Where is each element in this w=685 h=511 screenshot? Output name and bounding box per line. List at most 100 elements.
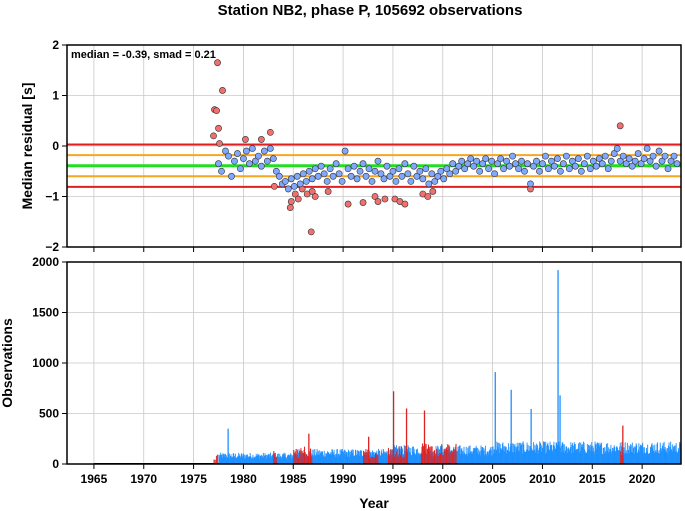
observation-bar [471, 451, 473, 464]
observation-bar [606, 450, 608, 464]
observation-bar [486, 455, 487, 464]
observation-bar [228, 453, 230, 464]
observation-bar [243, 454, 245, 464]
observation-bar [347, 449, 349, 464]
residual-point [225, 152, 232, 160]
observation-peak [622, 425, 624, 464]
observation-bar [570, 442, 572, 464]
observation-bar [470, 453, 472, 464]
observation-bar [340, 454, 342, 464]
observation-bar [325, 453, 327, 464]
observation-bar [245, 454, 247, 464]
observation-bar [547, 442, 549, 464]
observation-bar [640, 444, 641, 464]
observation-bar-outlier [426, 449, 428, 464]
observation-bar [673, 449, 675, 464]
observation-bar [520, 445, 521, 464]
observation-bar [628, 449, 629, 464]
residual-point [347, 172, 355, 180]
observation-bar [575, 449, 577, 464]
observation-bar [253, 458, 254, 464]
observation-bar [651, 443, 653, 464]
observation-bar [574, 444, 576, 464]
residual-point [428, 170, 436, 178]
observation-bar [650, 448, 652, 464]
observation-bar [298, 449, 300, 464]
observation-bar [528, 450, 530, 464]
observation-peak [530, 408, 532, 464]
y-tick-label: 2 [52, 38, 59, 52]
observation-bar [278, 457, 280, 464]
residual-point [494, 160, 501, 168]
observation-bar [615, 450, 617, 464]
observation-bar [237, 455, 239, 464]
outlier-point [210, 132, 217, 140]
observation-bar [286, 457, 288, 464]
observation-bar [610, 444, 612, 464]
outlier-point [270, 182, 278, 190]
observation-bar [419, 453, 421, 464]
outlier-point [257, 136, 265, 143]
observation-bar [236, 457, 237, 464]
observation-bar [242, 457, 243, 464]
observation-bar [526, 449, 527, 464]
observation-bar [576, 449, 578, 464]
observation-bar [653, 453, 655, 464]
observation-bar [670, 441, 672, 464]
observation-bar [545, 452, 547, 464]
observation-peak [392, 391, 395, 464]
observation-bar [239, 454, 241, 464]
observation-bar [254, 457, 256, 464]
residual-point [470, 162, 478, 170]
residual-y-axis-label: Median residual [s] [19, 83, 35, 210]
observation-bar [416, 449, 418, 464]
observation-bar [410, 447, 412, 464]
observation-bar [618, 450, 620, 464]
residual-point [527, 180, 534, 188]
observation-bar [500, 448, 502, 464]
observation-bar [344, 454, 346, 464]
residual-point [341, 147, 349, 155]
residual-point [524, 160, 531, 168]
observation-bar [349, 451, 351, 464]
observation-bar [611, 451, 613, 464]
observation-bar [507, 450, 509, 464]
residual-point [413, 172, 421, 180]
observation-bar-outlier [439, 453, 441, 464]
observation-bar [529, 445, 531, 464]
observation-bar [478, 452, 480, 464]
observation-bar [348, 457, 350, 464]
observation-bar [233, 453, 235, 464]
observation-bar [266, 454, 268, 464]
observation-bar [581, 444, 583, 464]
observation-bar [564, 450, 566, 464]
observation-bar [338, 454, 340, 464]
residual-point [419, 175, 427, 183]
observation-bar [597, 443, 599, 464]
observation-bar [675, 445, 677, 464]
observation-bar [669, 446, 671, 464]
observation-bar [261, 454, 263, 464]
residual-point [452, 167, 460, 175]
observation-bar [488, 451, 490, 464]
observation-bar-outlier [395, 453, 397, 464]
observation-bar [528, 451, 530, 464]
observation-bar [638, 451, 640, 464]
observation-bar [662, 443, 664, 464]
observation-bar [550, 445, 552, 464]
residual-point [434, 172, 442, 180]
observation-peak [368, 436, 370, 464]
observation-bar [346, 452, 348, 464]
residual-point [539, 160, 546, 168]
observation-bar [512, 443, 514, 464]
observation-bar [657, 442, 658, 464]
x-tick-label: 2020 [629, 472, 656, 486]
observation-bar [516, 442, 518, 464]
observation-bar [280, 456, 282, 464]
observation-bar [677, 448, 679, 464]
observation-bar [384, 453, 385, 464]
residual-point [643, 145, 651, 152]
observation-bar [555, 448, 557, 464]
observation-bar [471, 453, 473, 464]
observation-bar [313, 454, 315, 464]
